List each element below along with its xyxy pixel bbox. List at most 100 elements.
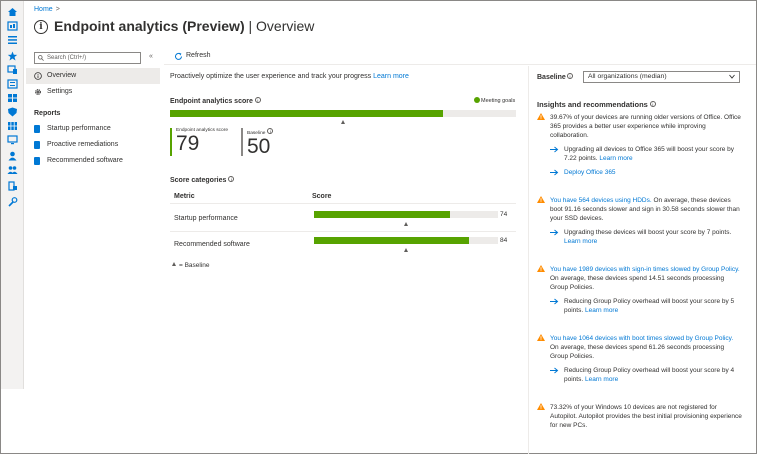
pane-divider: [528, 66, 529, 454]
breadcrumb: Home >: [34, 6, 60, 13]
insights-header: Insights and recommendations i: [537, 100, 656, 109]
baseline-legend: = Baseline: [172, 262, 210, 269]
info-icon[interactable]: i: [228, 176, 235, 182]
insight-action: Reducing Group Policy overhead will boos…: [550, 297, 743, 315]
category-score-fill: [314, 211, 451, 218]
intro-learn-more-link[interactable]: Learn more: [373, 73, 409, 80]
nav-item-overview[interactable]: Overview: [26, 68, 160, 84]
category-score-bar: [314, 237, 498, 244]
all-services-icon[interactable]: [7, 35, 18, 45]
info-icon: i: [34, 20, 48, 34]
arrow-right-icon: [550, 229, 559, 236]
warning-icon: [537, 334, 545, 341]
collapse-sidebar-button[interactable]: «: [149, 53, 153, 60]
user-icon[interactable]: [7, 151, 18, 161]
report-item-recommended-software[interactable]: Recommended software: [34, 154, 160, 168]
score-progress-fill: [170, 110, 444, 117]
page-title-section: | Overview: [248, 18, 315, 34]
report-item-proactive-remediations[interactable]: Proactive remediations: [34, 138, 160, 152]
info-icon[interactable]: i: [267, 128, 274, 134]
dashboard-icon[interactable]: [7, 21, 18, 31]
insight-action-text: Reducing Group Policy overhead will boos…: [564, 298, 735, 314]
baseline-select-value: All organizations (median): [588, 73, 667, 80]
nav-item-label: Settings: [47, 88, 73, 95]
security-shield-icon[interactable]: [7, 107, 18, 117]
home-icon[interactable]: [7, 7, 18, 17]
insight-action-text: Reducing Group Policy overhead will boos…: [564, 367, 735, 383]
list-icon[interactable]: [7, 79, 18, 89]
nav-item-settings[interactable]: Settings: [26, 84, 160, 100]
favorites-star-icon[interactable]: [7, 51, 18, 61]
baseline-kpi: Baseline i 50: [241, 128, 274, 157]
reports-section-header: Reports: [34, 110, 61, 117]
baseline-marker: [403, 248, 408, 252]
refresh-button[interactable]: Refresh: [174, 52, 211, 60]
insight-link[interactable]: You have 1064 devices with boot times sl…: [550, 335, 734, 342]
insight-action: Reducing Group Policy overhead will boos…: [550, 366, 743, 384]
troubleshooting-wrench-icon[interactable]: [7, 197, 18, 207]
report-item-label: Proactive remediations: [47, 141, 119, 148]
insight-action-text: Upgrading all devices to Office 365 will…: [564, 146, 735, 162]
baseline-kpi-text: Baseline: [247, 131, 266, 136]
report-icon: [34, 125, 40, 133]
meeting-goals-status: Meeting goals: [474, 97, 515, 104]
groups-icon[interactable]: [7, 165, 18, 175]
reports-grid-icon[interactable]: [7, 121, 18, 131]
insight-learn-more-link[interactable]: Learn more: [584, 307, 619, 314]
baseline-legend-text: = Baseline: [179, 262, 210, 269]
deploy-office-link[interactable]: Deploy Office 365: [564, 169, 616, 176]
baseline-marker: [340, 120, 345, 124]
category-score-bar: [314, 211, 498, 218]
insight-action: Deploy Office 365: [550, 168, 743, 177]
insight-text: You have 1989 devices with sign-in times…: [550, 265, 743, 292]
score-progress-bar: [170, 110, 516, 117]
devices-icon[interactable]: [7, 65, 18, 75]
arrow-right-icon: [550, 146, 559, 153]
insight-detail: On average, these devices spend 14.51 se…: [550, 275, 725, 291]
insights-header-text: Insights and recommendations: [537, 100, 648, 109]
page-title: Endpoint analytics (Preview) | Overview: [54, 18, 314, 34]
insight-text: 73.32% of your Windows 10 devices are no…: [550, 404, 742, 429]
table-divider: [170, 231, 516, 232]
search-input[interactable]: Search (Ctrl+/): [34, 52, 141, 64]
insight-link[interactable]: You have 1989 devices with sign-in times…: [550, 266, 740, 273]
insight-action: Upgrading all devices to Office 365 will…: [550, 145, 743, 163]
chevron-down-icon: [729, 74, 735, 79]
breadcrumb-home-link[interactable]: Home: [34, 6, 53, 13]
insight-item: 73.32% of your Windows 10 devices are no…: [537, 403, 743, 430]
info-icon[interactable]: i: [649, 101, 656, 107]
category-score-value: 84: [500, 237, 508, 244]
intro-text: Proactively optimize the user experience…: [170, 73, 409, 80]
monitor-icon[interactable]: [7, 135, 18, 145]
categories-header-text: Score categories: [170, 177, 227, 184]
baseline-marker: [403, 222, 408, 226]
insight-learn-more-link[interactable]: Learn more: [599, 155, 633, 162]
insight-text: 39.67% of your devices are running older…: [550, 114, 741, 139]
arrow-right-icon: [550, 298, 559, 305]
insight-learn-more-link[interactable]: Learn more: [564, 238, 598, 245]
insight-learn-more-link[interactable]: Learn more: [584, 376, 619, 383]
insight-text: You have 1064 devices with boot times sl…: [550, 334, 743, 361]
intro-description: Proactively optimize the user experience…: [170, 73, 372, 80]
score-section-header: Endpoint analytics score i: [170, 97, 261, 105]
report-item-label: Recommended software: [47, 157, 123, 164]
arrow-right-icon: [550, 169, 559, 176]
info-icon[interactable]: i: [567, 73, 573, 79]
tenant-admin-icon[interactable]: [7, 181, 18, 191]
page-title-main: Endpoint analytics (Preview): [54, 18, 245, 34]
apps-grid-icon[interactable]: [7, 93, 18, 103]
insight-link[interactable]: You have 564 devices using HDDs.: [550, 197, 652, 204]
report-icon: [34, 157, 40, 165]
insight-detail: On average, these devices spend 61.26 se…: [550, 344, 725, 360]
category-name[interactable]: Startup performance: [174, 215, 238, 222]
insight-text: You have 564 devices using HDDs. On aver…: [550, 196, 743, 223]
category-name[interactable]: Recommended software: [174, 241, 250, 248]
report-item-startup-performance[interactable]: Startup performance: [34, 122, 160, 136]
insight-action: Upgrading these devices will boost your …: [550, 228, 743, 246]
warning-icon: [537, 196, 545, 203]
info-icon[interactable]: i: [254, 97, 261, 103]
info-icon: [34, 72, 42, 80]
refresh-label: Refresh: [186, 52, 211, 59]
baseline-select[interactable]: All organizations (median): [583, 71, 740, 83]
table-divider: [170, 203, 516, 204]
